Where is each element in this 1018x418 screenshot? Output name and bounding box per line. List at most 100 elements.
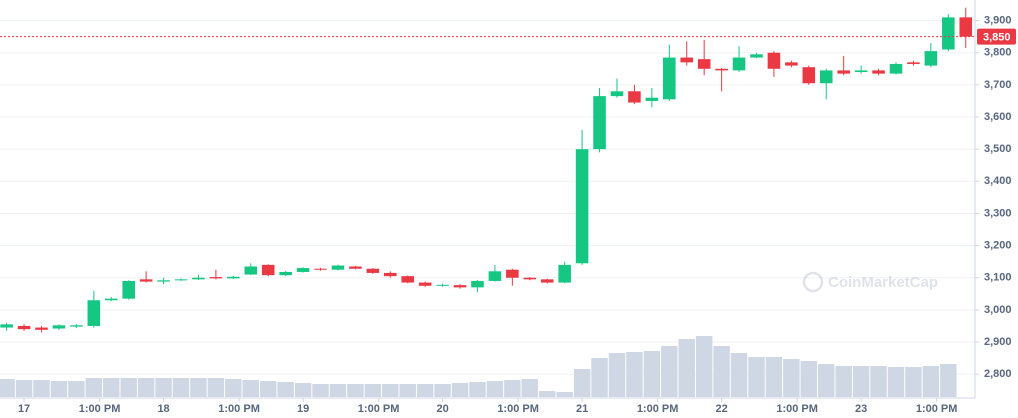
- volume-bar: [329, 384, 347, 397]
- volume-bar: [940, 364, 957, 397]
- candle-body: [52, 325, 66, 329]
- volume-bar: [469, 382, 486, 397]
- candle-body: [279, 271, 292, 276]
- volume-bar: [800, 361, 818, 397]
- candle-body: [331, 265, 345, 270]
- candle-body: [488, 271, 502, 281]
- volume-bar: [50, 381, 68, 397]
- volume-bar: [15, 380, 33, 397]
- y-tick-label: 3,800: [984, 47, 1012, 59]
- watermark-text: CoinMarketCap: [828, 274, 938, 291]
- candle-body: [715, 68, 728, 71]
- volume-bar: [573, 369, 591, 397]
- candle-body: [104, 298, 118, 301]
- candle-body: [785, 62, 798, 66]
- y-tick-label: 3,700: [984, 79, 1012, 91]
- candle-body: [314, 268, 327, 270]
- volume-bar: [818, 364, 835, 397]
- x-tick-label: 22: [715, 403, 727, 415]
- candle-body: [558, 264, 571, 283]
- candle-body: [506, 269, 519, 278]
- candle-body: [767, 52, 781, 69]
- candle-body: [593, 96, 606, 150]
- volume-bar: [608, 353, 626, 397]
- candle-body: [436, 284, 449, 286]
- y-tick-label: 3,200: [984, 239, 1012, 251]
- volume-bar: [678, 339, 695, 397]
- y-tick-label: 3,300: [984, 207, 1012, 219]
- candle-body: [209, 277, 223, 279]
- volume-bar: [347, 384, 364, 397]
- volume-bar: [416, 384, 434, 397]
- candle-body: [959, 17, 973, 37]
- candle-body: [697, 59, 711, 69]
- volume-bar: [103, 378, 120, 397]
- volume-bar: [887, 367, 905, 397]
- volume-bar: [451, 383, 469, 397]
- candle-body: [418, 282, 432, 286]
- volume-bar: [539, 391, 556, 397]
- volume-bar: [852, 366, 870, 397]
- y-tick-label: 3,900: [984, 14, 1012, 26]
- candle-body: [0, 324, 13, 328]
- watermark: CoinMarketCap: [802, 271, 938, 293]
- candle-body: [680, 57, 694, 63]
- volume-bar: [486, 381, 504, 397]
- volume-bar: [748, 357, 765, 397]
- watermark-logo: [802, 271, 824, 293]
- candle-body: [35, 327, 48, 330]
- volume-bar: [155, 378, 172, 397]
- candle-body: [854, 70, 868, 73]
- y-tick-label: 3,600: [984, 111, 1012, 123]
- candle-body: [70, 325, 83, 327]
- candle-body: [296, 268, 310, 272]
- y-tick-label: 2,800: [984, 368, 1012, 380]
- candle-body: [872, 70, 885, 74]
- volume-bar: [277, 382, 294, 397]
- candle-body: [889, 63, 903, 74]
- candle-body: [384, 272, 397, 277]
- volume-bar: [713, 346, 730, 397]
- volume-bar: [434, 384, 451, 397]
- candle-body: [750, 54, 763, 58]
- x-tick-label: 1:00 PM: [358, 403, 400, 415]
- y-tick-label: 2,900: [984, 336, 1012, 348]
- candle-body: [17, 325, 31, 330]
- volume-bar: [783, 359, 800, 397]
- x-tick-label: 1:00 PM: [637, 403, 679, 415]
- x-tick-label: 1:00 PM: [218, 403, 260, 415]
- grid: [0, 20, 975, 375]
- volume-bar: [137, 378, 155, 397]
- candle-body: [732, 57, 746, 71]
- last-price-label: 3,850: [983, 32, 1011, 44]
- y-tick-label: 3,500: [984, 143, 1012, 155]
- candle-body: [942, 17, 955, 50]
- volume-bar: [521, 379, 539, 397]
- candle-body: [139, 279, 153, 282]
- candle-body: [523, 277, 537, 280]
- y-tick-label: 3,000: [984, 304, 1012, 316]
- volume-bar: [190, 378, 207, 397]
- candle-body: [401, 276, 414, 283]
- candle-body: [837, 70, 850, 74]
- candle-body: [471, 280, 484, 288]
- x-tick-label: 23: [855, 403, 867, 415]
- candle-body: [628, 91, 641, 103]
- candle-body: [244, 266, 258, 275]
- candle-body: [610, 91, 624, 97]
- candle-body: [261, 264, 275, 276]
- x-tick-label: 1:00 PM: [79, 403, 121, 415]
- volume-bar: [643, 351, 661, 397]
- x-tick-label: 18: [157, 403, 169, 415]
- volume-bar: [85, 378, 103, 397]
- volume-bar: [172, 378, 190, 397]
- volume-bar: [504, 380, 521, 397]
- candle-body: [349, 266, 362, 269]
- x-tick-label: 19: [297, 403, 309, 415]
- volume-bar: [835, 366, 852, 397]
- volume-bar: [207, 378, 225, 397]
- volume-bar: [33, 380, 50, 397]
- candle-body: [575, 149, 589, 264]
- volume-bar: [661, 346, 678, 397]
